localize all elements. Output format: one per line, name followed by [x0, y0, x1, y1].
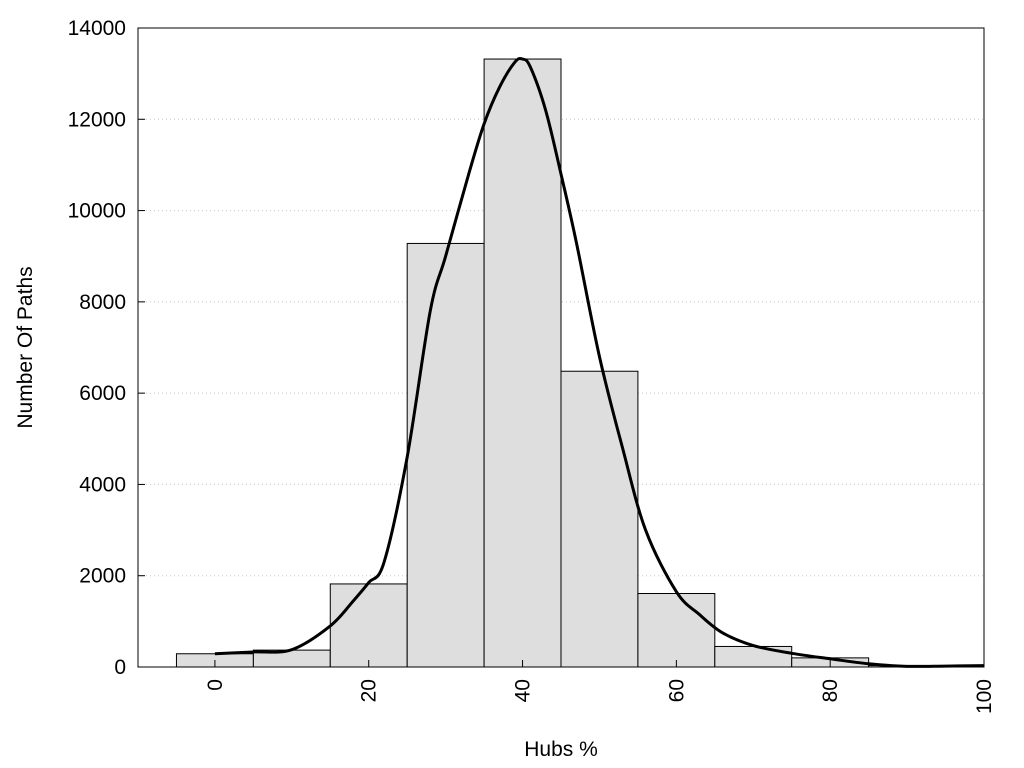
y-tick-label: 0 [114, 656, 126, 679]
histogram-bar [406, 242, 485, 668]
x-tick-label: 0 [204, 679, 227, 691]
x-axis-title: Hubs % [524, 738, 598, 761]
x-tick-label: 100 [973, 679, 996, 714]
y-tick-label: 6000 [79, 382, 126, 405]
histogram-bars [138, 27, 985, 668]
density-curve-layer [214, 56, 985, 668]
y-axis-ticks: 0 2000 4000 6000 8000 10000 12000 14000 [68, 17, 126, 679]
y-tick-label: 14000 [68, 17, 126, 40]
y-tick-label: 4000 [79, 473, 126, 496]
density-curve [214, 56, 985, 668]
histogram-bar [714, 645, 793, 668]
x-tick-label: 20 [358, 679, 381, 702]
x-tick-label: 80 [819, 679, 842, 702]
histogram-bar [329, 583, 408, 668]
y-tick-label: 8000 [79, 291, 126, 314]
grid-lines [138, 118, 984, 577]
histogram-bar [483, 58, 562, 668]
histogram-bar [637, 593, 716, 668]
x-tick-label: 60 [665, 679, 688, 702]
x-axis-ticks: 0 20 40 60 80 100 [204, 679, 996, 714]
histogram-bar [560, 370, 639, 668]
y-tick-label: 10000 [68, 200, 126, 223]
x-tick-label: 40 [512, 679, 535, 702]
y-tick-label: 12000 [68, 108, 126, 131]
plot-frame [137, 27, 985, 668]
y-axis-title: Number Of Paths [14, 266, 37, 428]
y-tick-label: 2000 [79, 565, 126, 588]
